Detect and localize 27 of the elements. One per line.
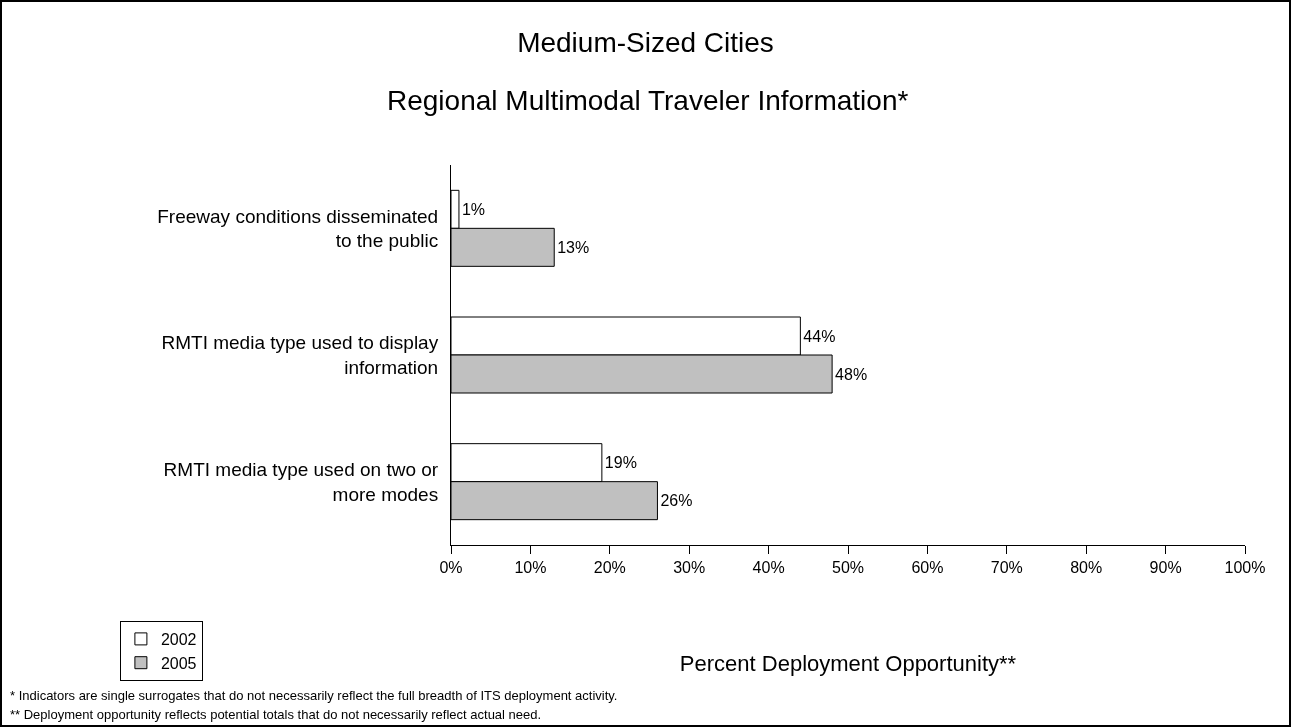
x-tick-label: 30% (673, 559, 706, 577)
x-tick-label: 40% (752, 559, 785, 577)
x-tick-label: 80% (1070, 559, 1103, 577)
x-axis-title: Percent Deployment Opportunity** (679, 651, 1017, 677)
data-label: 13% (557, 238, 590, 256)
x-tick-label: 10% (514, 559, 547, 577)
x-tick-label: 20% (593, 559, 626, 577)
x-tick-label: 70% (990, 559, 1023, 577)
x-tick-label: 90% (1149, 559, 1182, 577)
x-tick-label: 60% (911, 559, 944, 577)
x-tick-label: 0% (439, 559, 463, 577)
data-label: 48% (835, 365, 868, 383)
data-label: 26% (660, 492, 693, 510)
text: ** Deployment opportunity reflects potential totals that do not necessarily reflect actual need. (10, 707, 542, 722)
y-tick-label: Freeway conditions disseminated to the public (157, 205, 439, 252)
x-tick-label: 100% (1224, 559, 1266, 577)
y-tick-label: RMTI media type used to display information (161, 332, 439, 378)
y-tick-label: RMTI media type used on two or more modes (163, 458, 439, 505)
chart-title: Medium-Sized Cities (517, 26, 774, 58)
legend-label: 2002 (160, 631, 197, 649)
data-label: 19% (604, 454, 637, 472)
legend-label: 2005 (160, 654, 197, 672)
data-label: 44% (803, 327, 836, 345)
text: * Indicators are single surrogates that do not necessarily reflect the full breadth of ITS deployment activity. (10, 688, 618, 703)
chart-subtitle: Regional Multimodal Traveler Information* (387, 85, 909, 116)
data-label: 1% (461, 200, 486, 218)
x-tick-label: 50% (831, 559, 865, 577)
